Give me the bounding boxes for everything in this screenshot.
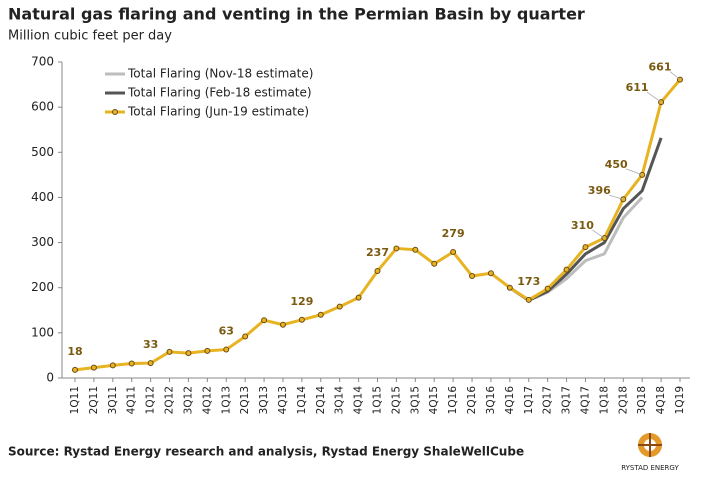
x-tick-label: 3Q11 (107, 386, 119, 414)
x-tick-label: 1Q14 (296, 386, 308, 415)
x-tick-label: 2Q11 (88, 386, 100, 414)
point (450, 249, 457, 256)
x-tick-label: 2Q12 (164, 386, 176, 414)
point (90, 364, 97, 371)
source: Source: Rystad Energy research and analy… (8, 445, 524, 459)
point (223, 346, 230, 353)
point (544, 285, 551, 292)
point (336, 303, 343, 310)
legend-marker (112, 109, 118, 115)
x-tick-label: 2Q15 (390, 386, 402, 414)
y-tick-label: 500 (31, 145, 54, 159)
y-tick-label: 400 (31, 190, 54, 204)
x-tick-label: 4Q12 (201, 386, 213, 414)
x-tick-label: 2Q16 (466, 386, 478, 415)
x-tick-label: 3Q18 (636, 386, 648, 414)
legend-label: Total Flaring (Feb-18 estimate) (127, 86, 312, 100)
y-tick-label: 100 (31, 325, 54, 339)
point (279, 321, 286, 328)
x-tick-label: 1Q12 (145, 386, 157, 414)
label-leader (609, 194, 624, 200)
x-tick-label: 3Q14 (334, 386, 346, 415)
point (147, 360, 154, 367)
point (185, 350, 192, 357)
point (563, 266, 570, 273)
point (261, 317, 268, 324)
x-tick-label: 3Q16 (485, 386, 497, 415)
x-tick-label: 4Q16 (504, 386, 516, 415)
value-label: 18 (67, 345, 82, 358)
point (128, 360, 135, 367)
point (374, 268, 381, 275)
label-leader (592, 229, 605, 239)
legend-label: Total Flaring (Jun-19 estimate) (127, 105, 309, 119)
label-leader (669, 71, 681, 80)
logo-icon (638, 433, 662, 457)
label-leader (626, 168, 643, 176)
value-label: 450 (605, 158, 628, 171)
value-label: 33 (143, 338, 158, 351)
y-tick-label: 200 (31, 280, 54, 294)
value-label: 396 (588, 184, 611, 197)
x-tick-label: 3Q15 (409, 386, 421, 414)
x-tick-label: 3Q13 (258, 386, 270, 414)
value-label: 129 (290, 295, 313, 308)
chart-title: Natural gas flaring and venting in the P… (8, 5, 585, 24)
value-label: 173 (517, 275, 540, 288)
point (109, 362, 116, 369)
point (525, 296, 532, 303)
point (487, 270, 494, 277)
point (582, 244, 589, 251)
y-tick-label: 0 (46, 371, 54, 385)
value-label: 661 (649, 61, 672, 74)
x-tick-label: 2Q14 (315, 386, 327, 415)
x-tick-label: 3Q17 (561, 386, 573, 414)
point (204, 347, 211, 354)
x-tick-label: 1Q13 (220, 386, 232, 414)
x-tick-label: 1Q11 (69, 386, 81, 414)
x-tick-label: 1Q15 (372, 386, 384, 414)
y-tick-label: 700 (31, 55, 54, 69)
x-tick-label: 4Q14 (353, 386, 365, 415)
x-tick-label: 4Q11 (126, 386, 138, 414)
point (506, 284, 513, 291)
x-tick-label: 1Q17 (523, 386, 535, 414)
chart-subtitle: Million cubic feet per day (8, 29, 172, 44)
label-leader (646, 91, 662, 103)
point (355, 294, 362, 301)
point (242, 333, 249, 340)
point (393, 245, 400, 252)
x-tick-label: 4Q15 (428, 386, 440, 414)
point (72, 366, 78, 373)
x-tick-label: 3Q12 (182, 386, 194, 414)
x-tick-label: 2Q18 (617, 386, 629, 414)
value-label: 63 (219, 325, 234, 338)
y-tick-label: 600 (31, 100, 54, 114)
value-label: 237 (366, 246, 389, 259)
point (431, 260, 438, 267)
x-tick-label: 4Q13 (277, 386, 289, 414)
x-tick-label: 2Q13 (239, 386, 251, 414)
value-label: 279 (442, 227, 465, 240)
logo-text: RYSTAD ENERGY (621, 464, 679, 472)
point (298, 316, 305, 323)
point (317, 311, 324, 318)
value-label: 310 (571, 219, 594, 232)
x-tick-label: 4Q18 (655, 386, 667, 414)
x-tick-label: 4Q17 (579, 386, 591, 414)
y-tick-label: 300 (31, 235, 54, 249)
point (469, 272, 476, 279)
x-tick-label: 1Q19 (674, 386, 686, 414)
x-tick-label: 1Q16 (447, 386, 459, 415)
x-tick-label: 1Q18 (598, 386, 610, 414)
point (412, 246, 419, 253)
legend-label: Total Flaring (Nov-18 estimate) (127, 67, 313, 81)
point (166, 348, 173, 355)
x-tick-label: 2Q17 (542, 386, 554, 414)
value-label: 611 (626, 81, 649, 94)
